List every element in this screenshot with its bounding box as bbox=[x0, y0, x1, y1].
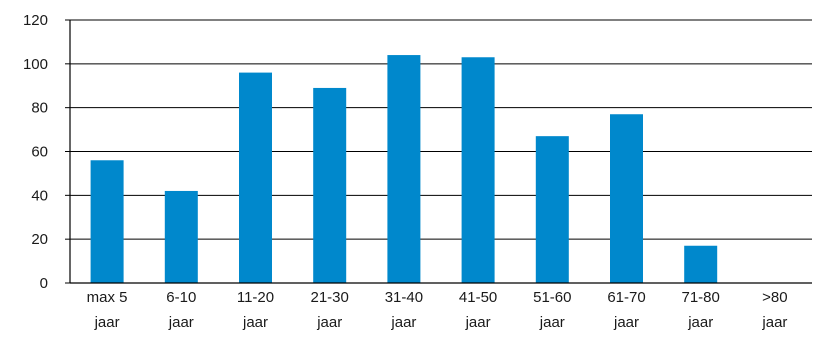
x-tick-label: jaar bbox=[390, 314, 416, 331]
x-tick-label: 6-10 bbox=[166, 289, 196, 306]
bar-0 bbox=[90, 160, 124, 283]
x-tick-label: 31-40 bbox=[385, 289, 423, 306]
y-tick-label: 60 bbox=[31, 144, 48, 161]
bars bbox=[90, 55, 718, 284]
x-tick-label: 41-50 bbox=[459, 289, 497, 306]
x-tick-label: 51-60 bbox=[533, 289, 571, 306]
bar-5 bbox=[461, 57, 495, 284]
x-tick-label: 11-20 bbox=[237, 289, 274, 306]
y-tick-label: 40 bbox=[31, 187, 48, 204]
bar-3 bbox=[313, 87, 347, 283]
bar-2 bbox=[239, 72, 272, 283]
x-tick-label: 21-30 bbox=[311, 289, 349, 306]
y-tick-label: 0 bbox=[40, 275, 48, 292]
x-tick-label: max 5 bbox=[87, 289, 128, 306]
x-tick-label: jaar bbox=[465, 314, 491, 331]
x-tick-label: jaar bbox=[168, 314, 194, 331]
bar-8 bbox=[684, 245, 718, 283]
x-tick-label: jaar bbox=[242, 314, 268, 331]
bar-4 bbox=[387, 55, 421, 283]
y-tick-label: 100 bbox=[23, 56, 48, 73]
x-tick-label: jaar bbox=[687, 314, 713, 331]
x-tick-label: 61-70 bbox=[607, 289, 645, 306]
bar-7 bbox=[610, 114, 643, 283]
x-tick-label: jaar bbox=[539, 314, 565, 331]
x-tick-labels: max 5 jaar 6-10 jaar 11-20 jaar 21-30 jaar 31-40… bbox=[87, 289, 788, 331]
x-tick-label: jaar bbox=[94, 314, 120, 331]
bar-1 bbox=[164, 190, 198, 283]
y-tick-label: 20 bbox=[31, 231, 48, 248]
axes bbox=[65, 19, 812, 284]
x-tick-label: >80 bbox=[762, 289, 787, 306]
bar-6 bbox=[535, 136, 569, 283]
x-tick-label: jaar bbox=[613, 314, 639, 331]
x-tick-label: jaar bbox=[316, 314, 342, 331]
x-tick-label: 71-80 bbox=[682, 289, 720, 306]
y-tick-labels: 0 20 40 60 80 100 120 bbox=[23, 12, 48, 292]
y-tick-label: 80 bbox=[31, 100, 48, 117]
x-tick-label: jaar bbox=[761, 314, 787, 331]
y-tick-label: 120 bbox=[23, 12, 48, 29]
